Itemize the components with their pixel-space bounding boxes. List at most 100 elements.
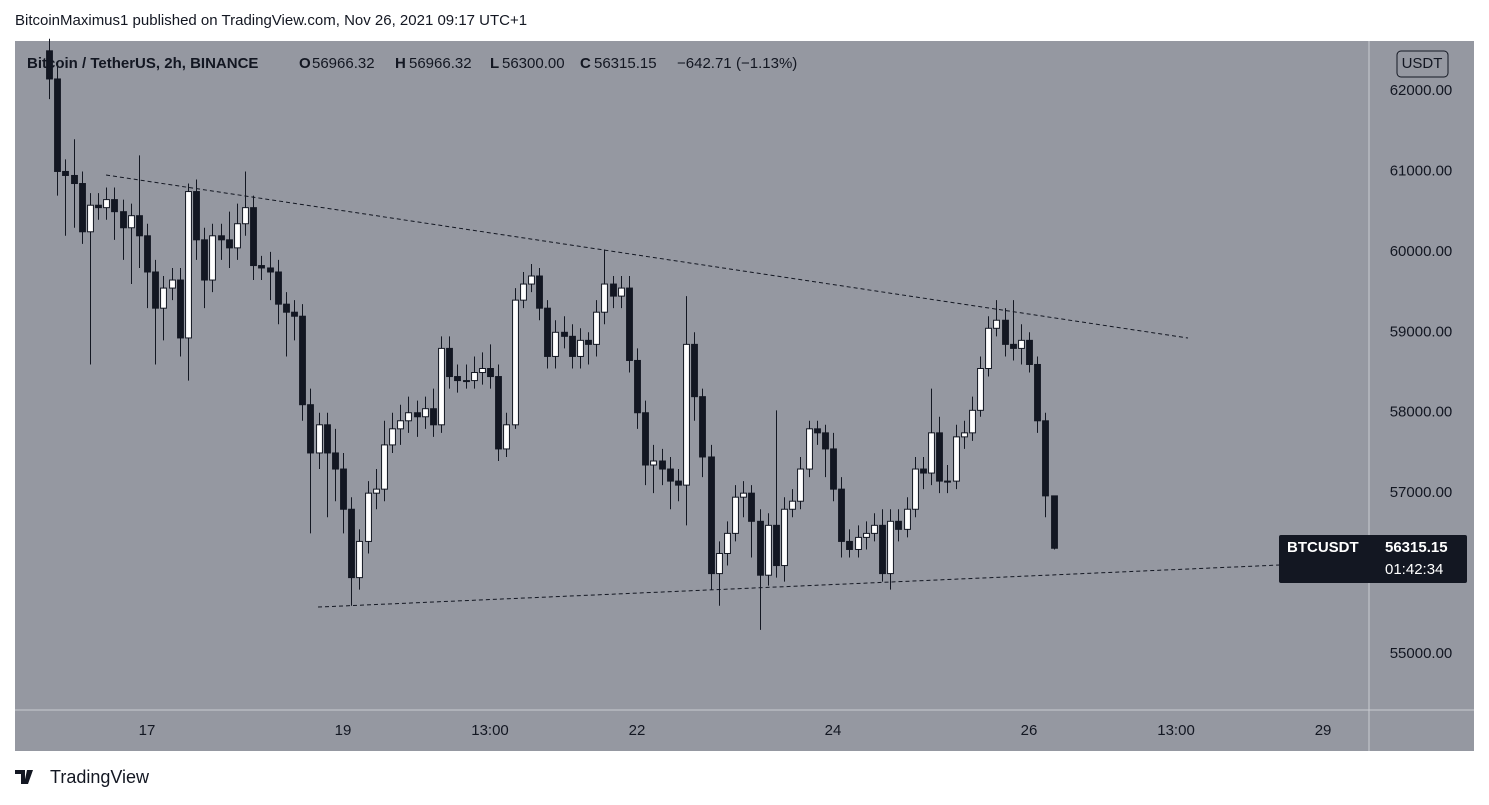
candle-body xyxy=(675,480,682,486)
candle-body xyxy=(781,508,788,567)
candle-body xyxy=(569,335,576,357)
candle-body xyxy=(610,283,617,297)
candle-body xyxy=(977,368,984,411)
candle-body xyxy=(193,191,200,241)
candle-body xyxy=(528,275,535,285)
candle-body xyxy=(209,235,216,281)
candle-body xyxy=(1010,343,1017,349)
candle-body xyxy=(895,520,902,530)
candle-body xyxy=(373,488,380,494)
candle-body xyxy=(299,315,306,406)
candle-body xyxy=(969,409,976,434)
candle-body xyxy=(985,327,992,370)
y-tick-label: 55000.00 xyxy=(1390,645,1453,662)
candle-body xyxy=(1002,319,1009,345)
legend-symbol: Bitcoin / TetherUS, 2h, BINANCE xyxy=(27,55,258,72)
candle-body xyxy=(1042,420,1049,497)
candle-body xyxy=(740,492,747,498)
y-tick-label: 62000.00 xyxy=(1390,82,1453,99)
x-tick-label: 13:00 xyxy=(1157,722,1195,739)
candle-body xyxy=(332,452,339,470)
candle-body xyxy=(626,287,633,361)
candle-body xyxy=(389,428,396,446)
candle-body xyxy=(185,191,192,339)
candle-body xyxy=(316,424,323,454)
candle-body xyxy=(552,331,559,357)
chart-background xyxy=(15,41,1474,751)
candle-body xyxy=(201,239,208,281)
candle-body xyxy=(757,520,764,576)
x-tick-label: 26 xyxy=(1021,722,1038,739)
candle-body xyxy=(471,372,478,382)
candle-body xyxy=(463,380,470,383)
candle-body xyxy=(953,436,960,482)
candle-body xyxy=(879,524,886,575)
candle-body xyxy=(226,239,233,249)
candle-body xyxy=(87,204,94,233)
candle-body xyxy=(283,303,290,313)
legend-h: H xyxy=(395,55,406,72)
price-tag-price: 56315.15 xyxy=(1385,539,1448,556)
x-tick-label: 13:00 xyxy=(471,722,509,739)
candle-body xyxy=(683,343,690,486)
candle-body xyxy=(904,508,911,530)
candle-body xyxy=(177,279,184,339)
candle-body xyxy=(871,524,878,534)
candle-body xyxy=(561,331,568,337)
trendline xyxy=(105,174,1189,339)
candle-body xyxy=(544,307,551,357)
candle-body xyxy=(430,408,437,426)
candle-body xyxy=(495,376,502,450)
candle-body xyxy=(95,204,102,209)
candle-body xyxy=(160,287,167,309)
candle-body xyxy=(1051,495,1058,549)
candle-body xyxy=(846,540,853,550)
y-tick-label: 60000.00 xyxy=(1390,243,1453,260)
candle-body xyxy=(634,359,641,414)
legend: Bitcoin / TetherUS, 2h, BINANCE O 56966.… xyxy=(27,55,797,72)
candle-body xyxy=(936,432,943,482)
y-tick-label: 61000.00 xyxy=(1390,162,1453,179)
legend-high: 56966.32 xyxy=(409,55,472,72)
legend-c: C xyxy=(580,55,591,72)
legend-change: −642.71 xyxy=(677,55,732,72)
candle-body xyxy=(708,456,715,575)
y-tick-label: 58000.00 xyxy=(1390,404,1453,421)
candle-body xyxy=(642,412,649,466)
candle-body xyxy=(920,468,927,474)
candle-body xyxy=(479,368,486,374)
candle-body xyxy=(242,207,249,225)
brand: TradingView xyxy=(50,767,150,787)
candle-body xyxy=(487,368,494,378)
candle-body xyxy=(724,532,731,554)
candle-body xyxy=(928,432,935,474)
candle-body xyxy=(136,215,143,237)
candle-body xyxy=(912,468,919,510)
candle-body xyxy=(234,223,241,249)
candle-body xyxy=(536,275,543,309)
plot-area xyxy=(46,38,1281,630)
currency-box[interactable] xyxy=(1396,50,1449,78)
x-tick-label: 19 xyxy=(335,722,352,739)
x-tick-label: 24 xyxy=(825,722,842,739)
candle-body xyxy=(340,468,347,510)
candle-body xyxy=(307,404,314,454)
candle-body xyxy=(62,170,69,176)
candle-body xyxy=(659,460,666,470)
candle-body xyxy=(381,444,388,490)
legend-o: O xyxy=(299,55,311,72)
y-tick-label: 59000.00 xyxy=(1390,323,1453,340)
candle-body xyxy=(773,524,780,567)
candle-body xyxy=(863,532,870,538)
candle-body xyxy=(601,283,608,313)
currency[interactable]: USDT xyxy=(1402,55,1443,72)
candle-body xyxy=(414,412,421,418)
candle-body xyxy=(806,428,813,470)
candle-body xyxy=(1018,339,1025,349)
candle-body xyxy=(144,235,151,273)
candle-body xyxy=(348,508,355,579)
candle-body xyxy=(1026,339,1033,365)
legend-l: L xyxy=(490,55,499,72)
price-tag-symbol: BTCUSDT xyxy=(1287,539,1359,556)
